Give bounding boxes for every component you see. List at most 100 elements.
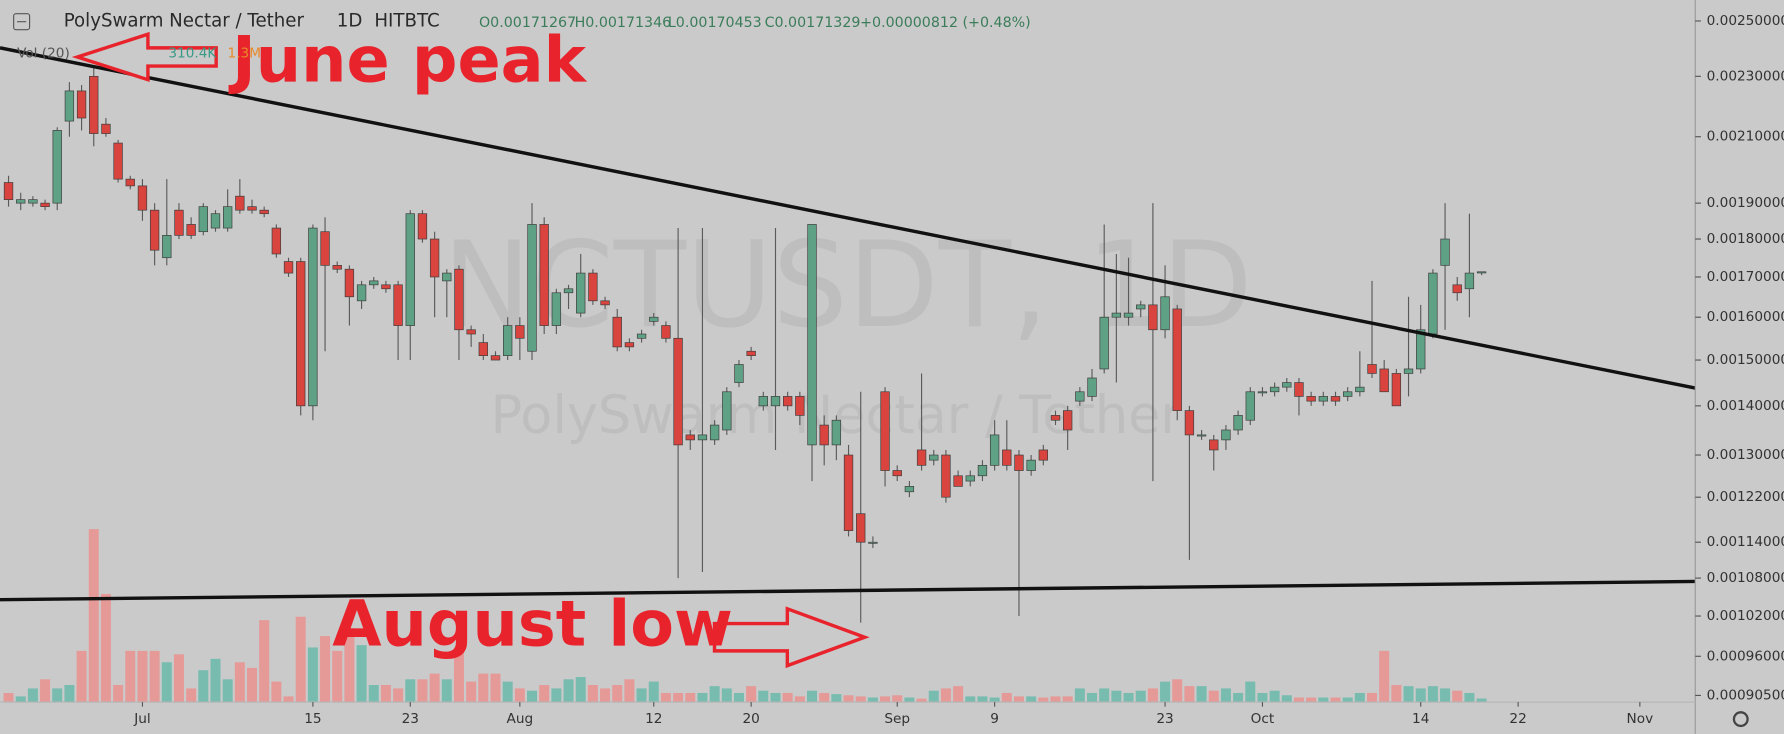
candle-body	[113, 142, 123, 180]
y-tick-label: 0.00180000	[1707, 231, 1784, 247]
candle-body	[1172, 308, 1182, 411]
candle-body	[64, 90, 75, 122]
candle-body	[1209, 439, 1219, 451]
candle-body	[1196, 434, 1207, 437]
volume-bar	[660, 692, 671, 703]
candle-body	[1221, 429, 1231, 441]
x-tick-label: Jul	[133, 711, 150, 727]
candle-body	[125, 178, 135, 187]
volume-bar	[624, 679, 635, 703]
volume-bar	[1342, 697, 1353, 703]
candle-body	[551, 292, 562, 326]
price-axis	[1695, 0, 1784, 734]
volume-bar	[819, 692, 830, 703]
arrow-left	[71, 31, 218, 83]
volume-bar	[551, 688, 562, 703]
volume-bar	[259, 620, 270, 703]
volume-bar	[478, 673, 489, 703]
candle-body	[174, 209, 184, 236]
y-tick-label: 0.00170000	[1707, 269, 1784, 285]
annotation: June peak	[228, 23, 588, 97]
volume-bar	[807, 690, 818, 703]
candle-body	[320, 231, 330, 266]
volume-bar	[1293, 697, 1304, 703]
candle-body	[186, 224, 196, 236]
candle-body	[1063, 410, 1073, 431]
candle-body	[527, 224, 537, 352]
candle-body	[1087, 377, 1097, 397]
candle-body	[1184, 410, 1195, 436]
volume-bar	[490, 673, 501, 703]
candle-body	[52, 130, 62, 204]
candle-body	[649, 316, 659, 322]
volume-bar	[466, 681, 477, 703]
volume-bar	[673, 692, 684, 703]
candle-body	[417, 213, 428, 240]
volume-bar	[1391, 685, 1402, 703]
volume-bar	[1427, 686, 1438, 703]
candle-body	[819, 424, 829, 446]
volume-bar	[417, 679, 428, 703]
candle-body	[783, 396, 793, 407]
x-tick-label: Sep	[884, 711, 910, 727]
volume-bar	[1208, 690, 1219, 703]
volume-bar	[1233, 692, 1244, 703]
volume-bar	[1038, 697, 1049, 703]
candle-body	[1148, 304, 1158, 331]
candle-body	[1416, 329, 1426, 370]
candle-body	[490, 355, 501, 361]
candle-body	[1367, 364, 1377, 374]
volume-bar	[1160, 681, 1171, 703]
y-tick-label: 0.00130000	[1707, 447, 1784, 463]
candle-body	[76, 90, 87, 119]
candle-body	[1099, 316, 1109, 370]
candle-body	[709, 424, 720, 441]
candle-body	[795, 396, 805, 416]
volume-bar	[636, 688, 647, 703]
y-tick-label: 0.00122000	[1707, 489, 1784, 505]
volume-bar	[332, 650, 343, 703]
candle-body	[101, 123, 111, 134]
collapse-icon[interactable]	[13, 13, 31, 31]
candle-layer	[3, 67, 1487, 623]
volume-bar	[1196, 686, 1207, 703]
candle-body	[1379, 368, 1389, 393]
volume-legend: Vol (20)	[17, 46, 70, 62]
candle-body	[1318, 396, 1328, 402]
candle-body	[1403, 368, 1414, 374]
volume-bar	[1001, 692, 1012, 703]
candle-body	[332, 265, 342, 270]
candle-body	[563, 288, 574, 294]
candle-body	[393, 284, 403, 326]
volume-bar	[1354, 692, 1365, 703]
symbol-title: PolySwarm Nectar / Tether	[64, 11, 305, 32]
trend-line-lower	[0, 579, 1696, 602]
volume-bar	[1087, 692, 1098, 703]
candle-body	[977, 464, 988, 477]
candle-body	[770, 396, 781, 407]
candle-body	[478, 342, 488, 356]
candle-body	[271, 227, 282, 255]
volume-bar	[1269, 690, 1280, 703]
volume-bar	[405, 679, 416, 703]
exchange[interactable]: HITBTC	[374, 11, 439, 32]
x-tick-label: 15	[304, 711, 321, 727]
volume-bar	[15, 696, 26, 703]
candle-body	[210, 213, 221, 229]
candle-body	[989, 434, 1000, 466]
volume-bar	[113, 685, 124, 703]
x-tick-label: 20	[742, 711, 759, 727]
x-tick-label: 22	[1509, 711, 1526, 727]
x-tick-label: 9	[990, 711, 999, 727]
volume-bar	[1062, 696, 1073, 703]
candle-body	[697, 434, 708, 441]
settings-icon[interactable]	[1732, 711, 1749, 728]
candle-body	[149, 209, 160, 251]
candle-body	[223, 206, 233, 229]
candle-body	[576, 272, 586, 314]
candle-body	[746, 350, 756, 356]
volume-bar	[977, 696, 988, 703]
y-tick-label: 0.00096000	[1707, 648, 1784, 664]
candle-body	[429, 238, 440, 278]
candle-body	[1355, 386, 1365, 393]
